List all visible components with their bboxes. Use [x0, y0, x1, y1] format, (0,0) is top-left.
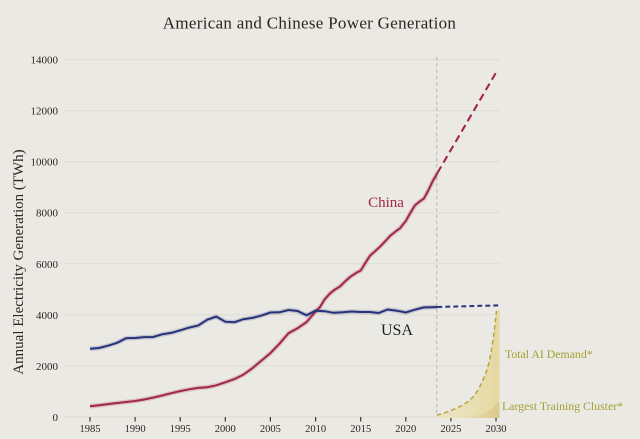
- svg-text:China: China: [368, 195, 404, 211]
- svg-text:1985: 1985: [80, 424, 101, 435]
- svg-text:8000: 8000: [36, 208, 59, 220]
- svg-text:1995: 1995: [170, 424, 191, 435]
- svg-text:10000: 10000: [31, 157, 59, 169]
- svg-text:Total AI Demand*: Total AI Demand*: [505, 347, 593, 361]
- svg-text:2005: 2005: [260, 424, 281, 435]
- svg-text:2025: 2025: [440, 424, 461, 435]
- svg-text:2020: 2020: [395, 424, 416, 435]
- svg-text:14000: 14000: [31, 55, 59, 67]
- svg-text:2000: 2000: [36, 361, 59, 373]
- svg-text:0: 0: [53, 412, 59, 424]
- svg-text:2010: 2010: [305, 424, 326, 435]
- svg-text:4000: 4000: [36, 310, 59, 322]
- svg-text:6000: 6000: [36, 259, 59, 271]
- svg-text:USA: USA: [381, 322, 413, 339]
- svg-text:Annual Electricity Generation: Annual Electricity Generation (TWh): [11, 149, 27, 374]
- svg-text:2000: 2000: [215, 424, 236, 435]
- svg-text:2030: 2030: [486, 424, 507, 435]
- svg-text:12000: 12000: [31, 106, 59, 118]
- svg-text:Largest Training Cluster*: Largest Training Cluster*: [502, 399, 623, 413]
- svg-text:1990: 1990: [125, 424, 146, 435]
- svg-text:American and Chinese Power Gen: American and Chinese Power Generation: [163, 14, 457, 33]
- svg-text:2015: 2015: [350, 424, 371, 435]
